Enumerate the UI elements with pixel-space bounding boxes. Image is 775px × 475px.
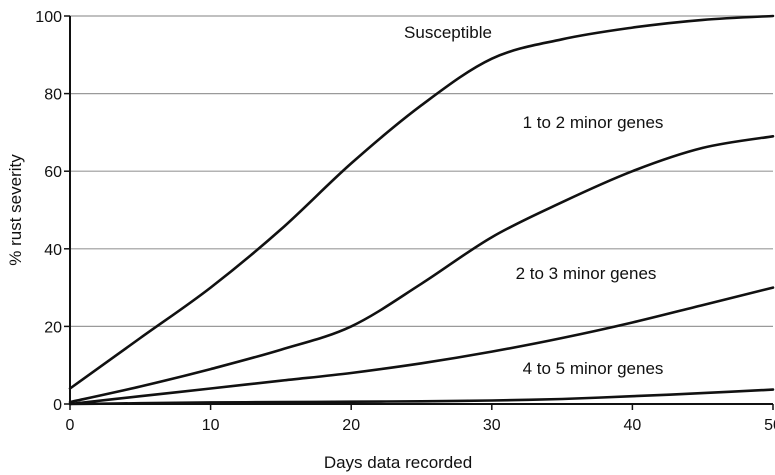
- curves: [68, 14, 775, 406]
- x-tick-label-40: 40: [624, 417, 642, 434]
- series-label-4-to-5-minor-genes: 4 to 5 minor genes: [523, 359, 664, 378]
- grid-lines: [70, 15, 773, 327]
- y-tick-label-100: 100: [35, 9, 62, 26]
- axes: [69, 16, 773, 405]
- y-axis-title: % rust severity: [6, 154, 25, 266]
- x-tick-label-30: 30: [483, 417, 501, 434]
- series-line-1-to-2-minor-genes: [68, 135, 775, 404]
- y-tick-label-60: 60: [44, 164, 62, 181]
- x-tick-label-20: 20: [342, 417, 360, 434]
- x-axis-title: Days data recorded: [324, 453, 472, 472]
- y-tick-label-80: 80: [44, 87, 62, 104]
- ticks: 0 10 20 30 40 50 0 20 40 60 80 100: [35, 9, 775, 434]
- series-label-susceptible: Susceptible: [404, 23, 492, 42]
- series-label-2-to-3-minor-genes: 2 to 3 minor genes: [516, 264, 657, 283]
- curve-labels: Susceptible 1 to 2 minor genes 2 to 3 mino…: [404, 23, 663, 378]
- x-tick-label-10: 10: [202, 417, 220, 434]
- series-line-2-to-3-minor-genes: [68, 286, 775, 406]
- y-tick-label-40: 40: [44, 242, 62, 259]
- y-tick-label-20: 20: [44, 319, 62, 336]
- series-line-4-to-5-minor-genes: [68, 388, 775, 406]
- series-label-1-to-2-minor-genes: 1 to 2 minor genes: [523, 113, 664, 132]
- y-tick-label-0: 0: [53, 397, 62, 414]
- series-line-susceptible: [68, 14, 775, 390]
- x-tick-label-0: 0: [66, 417, 75, 434]
- x-tick-label-50: 50: [764, 417, 775, 434]
